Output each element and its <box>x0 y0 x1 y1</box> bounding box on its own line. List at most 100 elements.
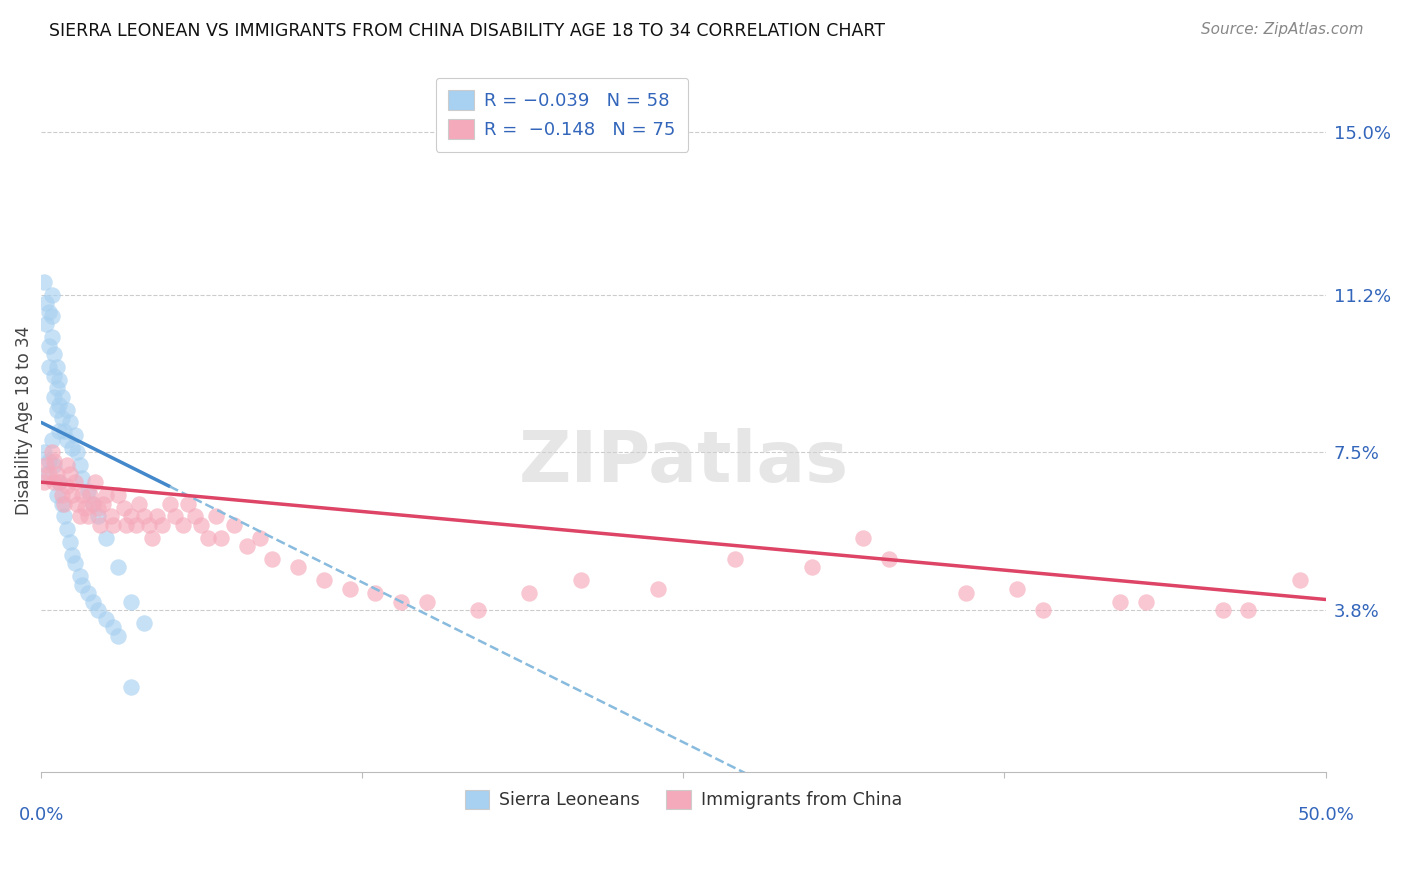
Point <box>48 373 70 387</box>
Point <box>35 296 58 310</box>
Point <box>467 603 489 617</box>
Point <box>364 586 387 600</box>
Point <box>84 475 107 490</box>
Point <box>41 445 63 459</box>
Point <box>724 552 747 566</box>
Point <box>852 531 875 545</box>
Point <box>79 488 101 502</box>
Point <box>222 517 245 532</box>
Point <box>1032 603 1054 617</box>
Point <box>107 560 129 574</box>
Point <box>58 416 80 430</box>
Point <box>120 594 142 608</box>
Point <box>48 475 70 490</box>
Point <box>44 475 66 490</box>
Point <box>120 680 142 694</box>
Point <box>53 496 76 510</box>
Point <box>45 402 67 417</box>
Point <box>955 586 977 600</box>
Point <box>72 577 94 591</box>
Point <box>32 275 55 289</box>
Point <box>51 411 73 425</box>
Legend: Sierra Leoneans, Immigrants from China: Sierra Leoneans, Immigrants from China <box>458 783 910 816</box>
Point <box>146 509 169 524</box>
Point <box>249 531 271 545</box>
Point <box>44 368 66 383</box>
Point <box>138 517 160 532</box>
Point <box>53 509 76 524</box>
Point <box>41 433 63 447</box>
Point <box>73 500 96 515</box>
Point <box>56 433 79 447</box>
Point <box>115 517 138 532</box>
Point <box>63 428 86 442</box>
Point <box>58 535 80 549</box>
Point <box>82 594 104 608</box>
Point <box>94 612 117 626</box>
Point <box>112 500 135 515</box>
Text: Source: ZipAtlas.com: Source: ZipAtlas.com <box>1201 22 1364 37</box>
Point <box>56 522 79 536</box>
Point <box>128 496 150 510</box>
Point <box>82 496 104 510</box>
Point <box>76 586 98 600</box>
Point <box>141 531 163 545</box>
Point <box>38 454 60 468</box>
Point <box>517 586 540 600</box>
Point <box>32 445 55 459</box>
Point <box>1237 603 1260 617</box>
Point <box>236 539 259 553</box>
Point <box>69 569 91 583</box>
Point <box>190 517 212 532</box>
Point <box>569 574 592 588</box>
Point <box>94 531 117 545</box>
Point <box>800 560 823 574</box>
Point <box>48 475 70 490</box>
Point <box>339 582 361 596</box>
Point <box>120 509 142 524</box>
Point <box>177 496 200 510</box>
Point <box>91 496 114 510</box>
Point <box>103 517 125 532</box>
Point <box>41 309 63 323</box>
Point <box>197 531 219 545</box>
Point <box>66 496 89 510</box>
Point <box>51 488 73 502</box>
Point <box>150 517 173 532</box>
Point <box>209 531 232 545</box>
Point <box>44 454 66 468</box>
Point <box>107 488 129 502</box>
Point <box>69 509 91 524</box>
Text: ZIPatlas: ZIPatlas <box>519 428 848 497</box>
Text: SIERRA LEONEAN VS IMMIGRANTS FROM CHINA DISABILITY AGE 18 TO 34 CORRELATION CHAR: SIERRA LEONEAN VS IMMIGRANTS FROM CHINA … <box>49 22 886 40</box>
Point <box>69 458 91 472</box>
Point <box>60 548 83 562</box>
Point <box>58 467 80 481</box>
Point <box>107 629 129 643</box>
Point <box>94 488 117 502</box>
Point <box>41 287 63 301</box>
Point <box>63 475 86 490</box>
Point <box>100 509 122 524</box>
Point <box>72 471 94 485</box>
Point <box>415 594 437 608</box>
Point <box>44 458 66 472</box>
Y-axis label: Disability Age 18 to 34: Disability Age 18 to 34 <box>15 326 32 515</box>
Point <box>45 467 67 481</box>
Point <box>159 496 181 510</box>
Point <box>877 552 900 566</box>
Point <box>48 424 70 438</box>
Point <box>132 509 155 524</box>
Point <box>1135 594 1157 608</box>
Point <box>53 424 76 438</box>
Point <box>287 560 309 574</box>
Point <box>41 330 63 344</box>
Point <box>60 488 83 502</box>
Point <box>66 445 89 459</box>
Point <box>184 509 207 524</box>
Point <box>87 603 110 617</box>
Point <box>87 509 110 524</box>
Point <box>56 402 79 417</box>
Point <box>163 509 186 524</box>
Point <box>51 496 73 510</box>
